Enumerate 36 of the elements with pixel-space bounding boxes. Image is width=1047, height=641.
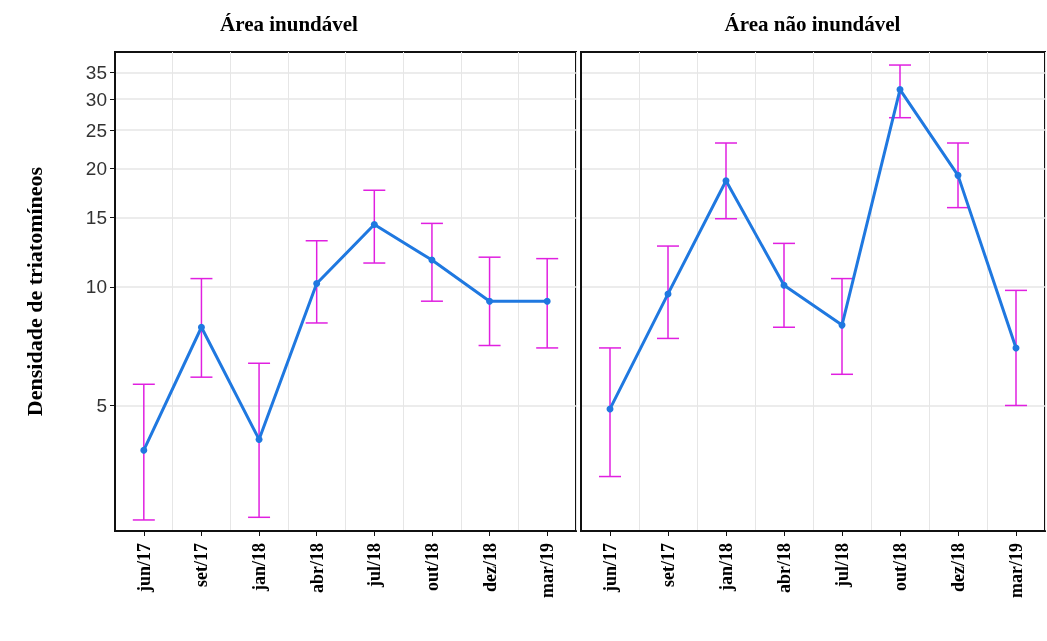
- y-tick-label: 20: [85, 157, 107, 179]
- point: [543, 297, 551, 305]
- x-tick-label: dez/18: [479, 543, 500, 592]
- y-tick-label: 35: [85, 62, 107, 84]
- y-tick-label: 25: [85, 119, 107, 141]
- x-tick-label: jan/18: [716, 543, 736, 593]
- y-tick-label: 5: [96, 394, 107, 416]
- chart-title: Área inundável: [220, 11, 359, 36]
- point: [140, 446, 148, 454]
- point: [722, 177, 730, 185]
- x-tick-label: set/17: [658, 543, 678, 587]
- x-tick-label: mar/19: [1006, 543, 1026, 598]
- x-tick-label: jun/17: [133, 543, 154, 594]
- x-tick-label: jan/18: [249, 543, 270, 593]
- point: [313, 280, 321, 288]
- x-tick-label: jun/17: [600, 543, 620, 594]
- y-axis-title: Densidade de triatomíneos: [21, 166, 47, 417]
- x-tick-label: abr/18: [774, 543, 794, 594]
- x-tick-label: jul/18: [364, 543, 385, 589]
- x-tick-label: jul/18: [832, 543, 852, 589]
- y-tick-label: 30: [85, 88, 107, 110]
- point: [954, 171, 962, 179]
- x-tick-label: mar/19: [537, 543, 558, 598]
- y-tick-label: 15: [85, 207, 107, 229]
- x-tick-label: out/18: [421, 543, 442, 592]
- point: [197, 323, 205, 331]
- point: [780, 281, 788, 289]
- point: [370, 221, 378, 229]
- x-tick-label: dez/18: [948, 543, 968, 592]
- point: [486, 297, 494, 305]
- x-tick-label: abr/18: [306, 543, 327, 594]
- y-tick-label: 10: [85, 276, 107, 298]
- x-tick-label: set/17: [191, 543, 212, 587]
- x-tick-label: out/18: [890, 543, 910, 592]
- point: [896, 86, 904, 94]
- chart-title: Área não inundável: [724, 11, 901, 36]
